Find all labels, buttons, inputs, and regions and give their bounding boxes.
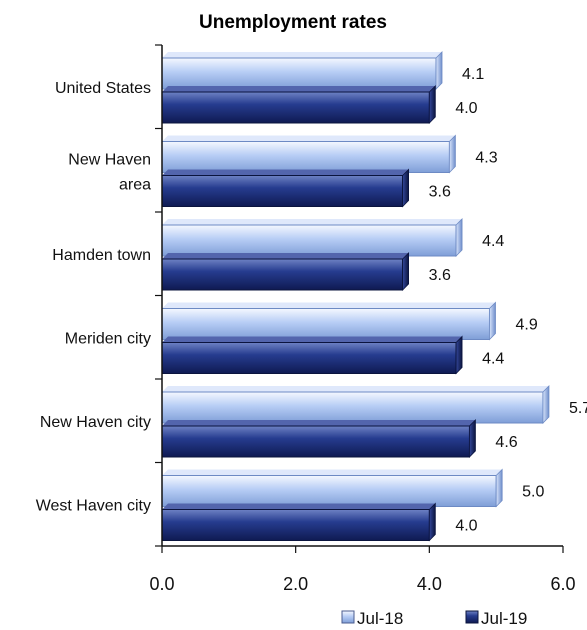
legend-item-2: Jul-19 [465,609,527,628]
bar-jul-18-5 [161,385,550,424]
value-label-jul-19-3: 3.6 [429,267,451,284]
bar-jul-19-1 [161,85,436,124]
bar-jul-19-5 [161,419,476,458]
bar-front-face [161,141,450,173]
x-tick-label-2: 2.0 [283,574,308,594]
bar-top-face [162,135,456,142]
bar-end-face [428,502,436,542]
value-label-jul-19-5: 4.6 [495,434,517,451]
bar-top-face [162,169,409,176]
value-label-jul-19-6: 4.0 [455,518,477,535]
bar-jul-18-1 [161,51,443,90]
bar-front-face [161,91,430,124]
bar-front-face [161,475,497,507]
legend: Jul-18 Jul-19 [341,609,527,628]
value-label-jul-18-5: 5.7 [569,400,587,417]
value-label-jul-19-1: 4.0 [455,100,477,117]
bar-top-face [162,86,436,92]
category-label-3: Hamden town [52,247,151,264]
category-label-line-6-1: West Haven city [36,497,151,514]
bar-jul-18-3 [161,218,463,257]
category-label-line-5-1: New Haven city [40,414,151,431]
category-label-line-3-1: Hamden town [52,247,151,264]
bar-end-face [435,51,443,90]
value-label-jul-19-2: 3.6 [429,184,451,201]
bar-top-face [162,336,463,343]
bar-front-face [161,308,490,340]
category-label-line-2-2: area [119,176,151,193]
value-label-jul-19-4: 4.4 [482,351,504,368]
bar-end-face [428,85,436,124]
bar-front-face [161,175,404,207]
axes: United States New Haven area Hamden town Mer… [36,44,576,594]
legend-swatch-2 [465,610,479,624]
x-tick-label-1: 0.0 [149,574,174,594]
legend-item-1: Jul-18 [341,609,403,628]
bar-jul-19-2 [161,168,409,208]
category-label-2: New Haven area [68,151,151,193]
category-label-4: Meriden city [65,330,151,347]
legend-label-1: Jul-18 [357,609,403,628]
category-label-5: New Haven city [40,414,151,431]
bar-top-face [162,219,463,225]
value-label-jul-18-6: 5.0 [522,484,544,501]
bar-top-face [162,503,436,510]
bar-front-face [161,425,470,458]
bar-top-face [162,386,549,392]
bar-front-face [161,391,544,424]
x-tick-label-4: 6.0 [550,574,575,594]
chart-title: Unemployment rates [199,12,387,33]
bar-end-face [455,335,463,375]
bar-jul-18-2 [161,134,456,174]
category-label-1: United States [55,80,151,97]
bar-top-face [162,302,496,309]
bar-jul-19-3 [161,252,409,291]
category-label-line-2-1: New Haven [68,151,151,168]
x-tick-label-3: 4.0 [417,574,442,594]
value-label-jul-18-4: 4.9 [515,317,537,334]
bar-front-face [161,509,430,541]
value-label-jul-18-3: 4.4 [482,233,504,250]
bar-top-face [162,52,443,58]
bar-end-face [495,468,503,508]
bar-top-face [162,469,503,476]
bar-front-face [161,57,437,90]
category-label-6: West Haven city [36,497,151,514]
bar-end-face [489,301,496,341]
category-label-line-4-1: Meriden city [65,330,151,347]
bar-end-face [402,168,409,208]
value-label-jul-18-2: 4.3 [475,150,497,167]
bar-end-face [542,385,550,424]
bar-end-face [455,218,463,257]
bar-top-face [162,420,476,426]
bar-jul-19-4 [161,335,463,375]
bar-end-face [448,134,456,174]
bar-end-face [469,419,476,458]
bar-top-face [162,253,409,259]
bar-jul-18-6 [161,468,503,508]
category-label-line-1-1: United States [55,80,151,97]
bar-jul-19-6 [161,502,436,542]
bar-front-face [161,224,457,257]
legend-label-2: Jul-19 [481,609,527,628]
bar-jul-18-4 [161,301,496,341]
bar-end-face [402,252,409,291]
legend-swatch-1 [341,610,355,624]
bar-front-face [161,258,404,291]
value-label-jul-18-1: 4.1 [462,66,484,83]
bar-front-face [161,342,457,374]
plot-area: 4.1 4.0 4.3 3.6 4.4 3.6 4.9 4.4 5.7 4.6 5.0 4.0 [161,51,587,542]
